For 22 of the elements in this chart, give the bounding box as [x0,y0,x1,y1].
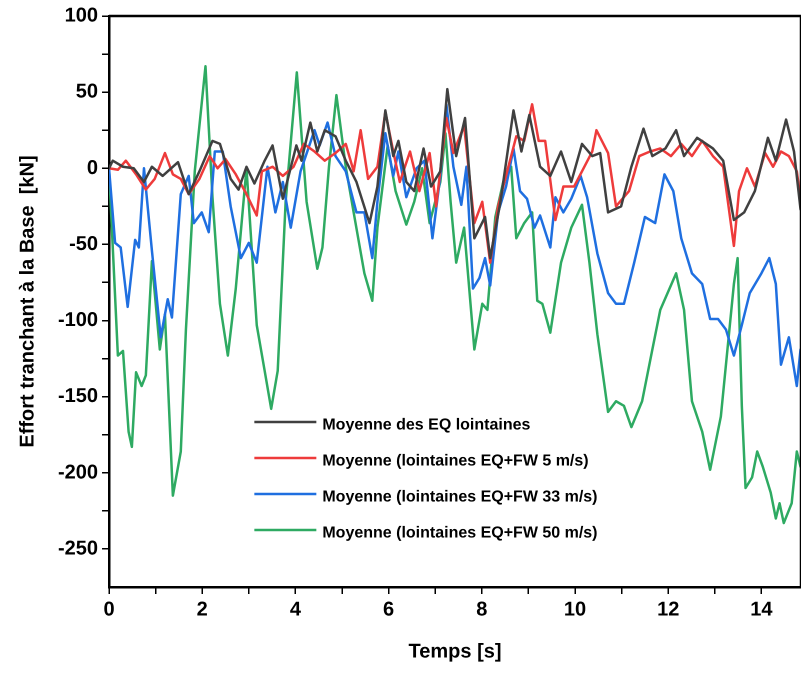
y-tick-label: 50 [76,80,98,103]
x-axis-title: Temps [s] [408,640,502,663]
y-axis-title: Effort tranchant à la Base [kN] [16,155,39,448]
y-tick-label: -150 [58,385,98,408]
legend-label: Moyenne (lointaines EQ+FW 33 m/s) [322,488,598,506]
x-tick-label: 14 [750,598,774,621]
x-tick-label: 0 [103,598,115,621]
x-tick-label: 4 [290,598,302,621]
legend-label: Moyenne (lointaines EQ+FW 5 m/s) [322,452,589,470]
y-tick-label: -50 [69,232,98,255]
y-tick-label: -100 [58,309,98,332]
x-tick-label: 6 [383,598,394,621]
y-tick-label: -250 [58,537,98,560]
y-tick-label: -200 [58,461,98,484]
legend-label: Moyenne (lointaines EQ+FW 50 m/s) [322,524,598,542]
legend-label: Moyenne des EQ lointaines [322,416,530,434]
x-tick-label: 12 [657,598,680,621]
x-tick-label: 2 [196,598,208,621]
y-tick-label: 100 [64,4,98,27]
x-tick-label: 8 [476,598,488,621]
y-tick-label: 0 [86,156,98,179]
x-tick-label: 10 [564,598,586,621]
